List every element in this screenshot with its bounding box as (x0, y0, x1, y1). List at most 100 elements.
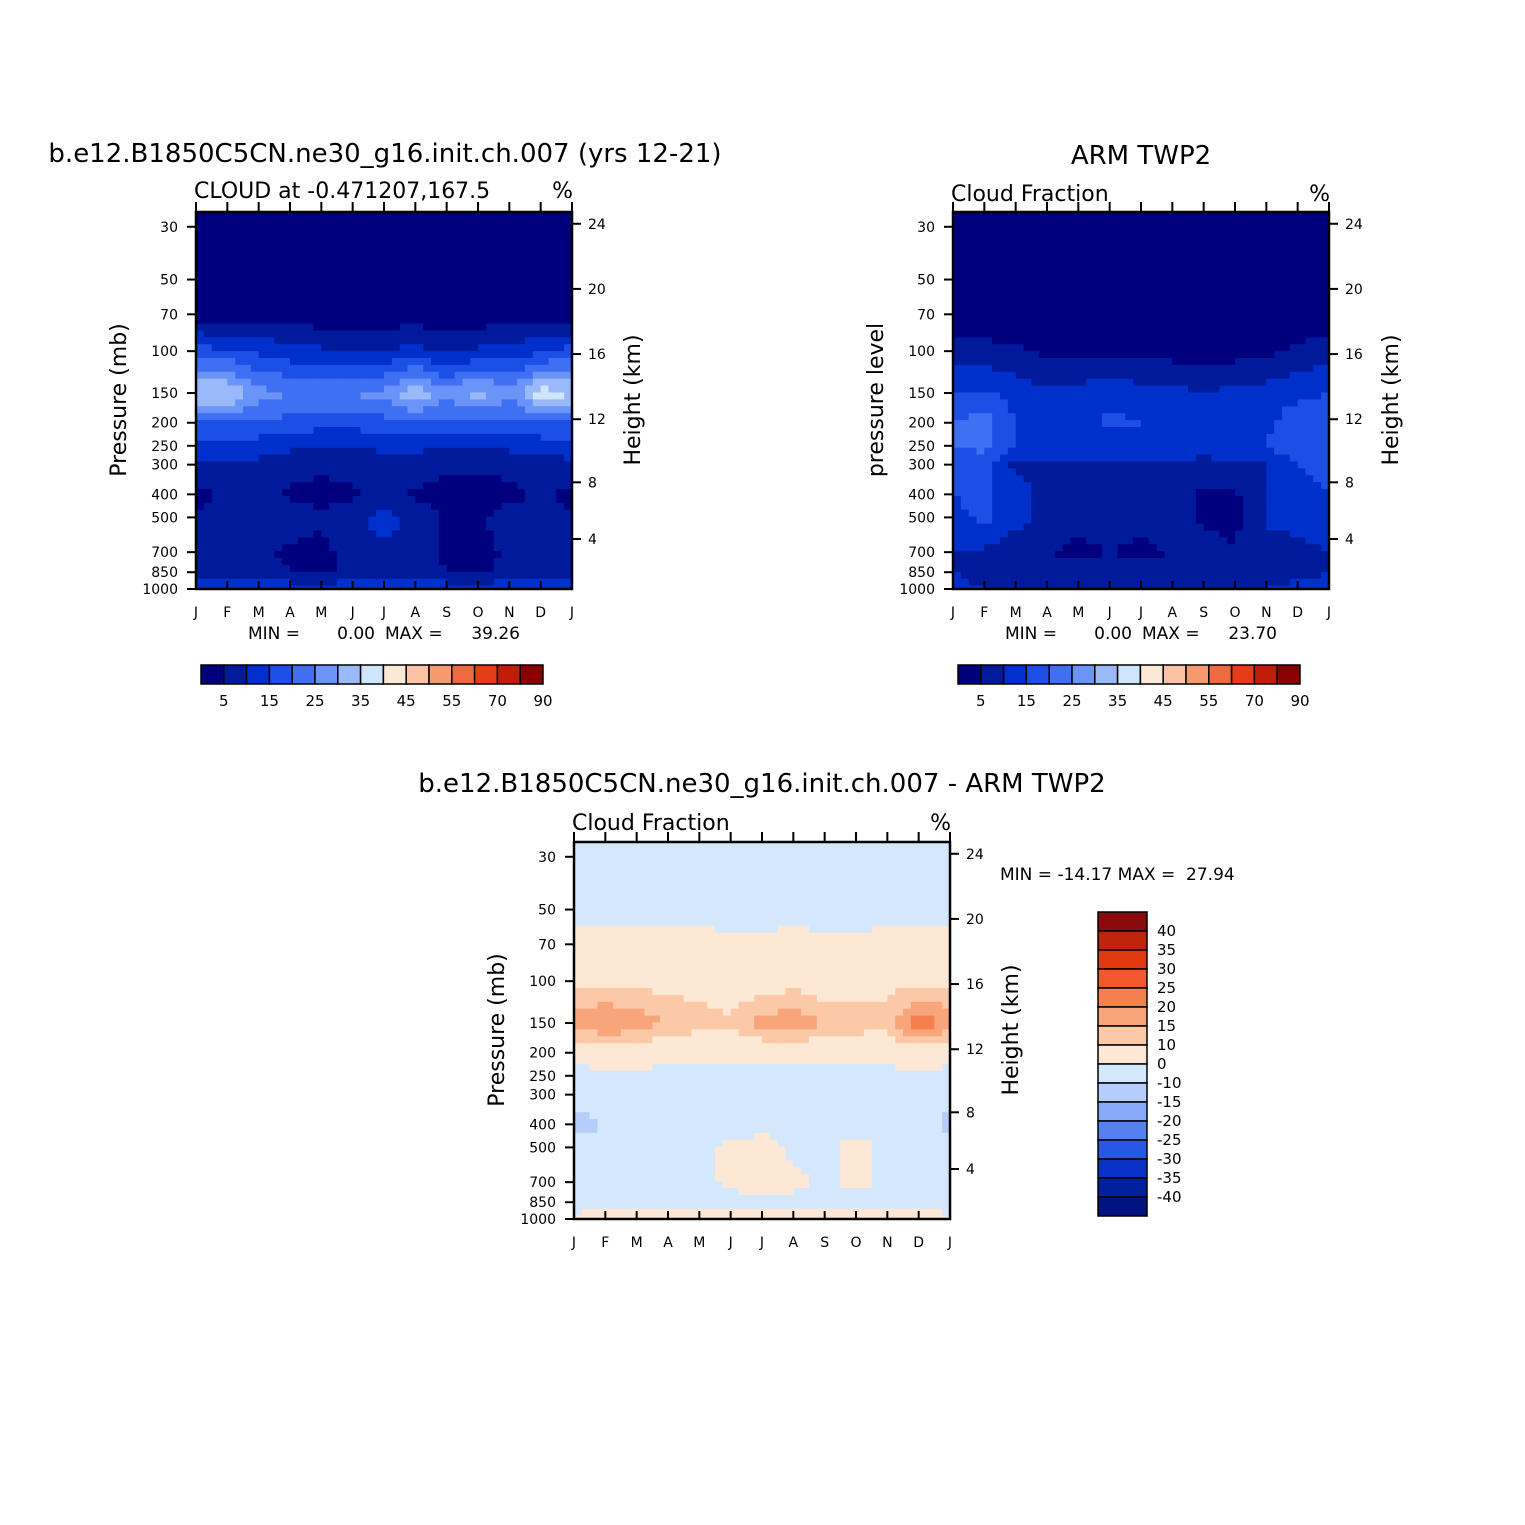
contour-cell (953, 426, 962, 434)
contour-cell (423, 226, 432, 234)
panel-b: ARM TWP2 Cloud Fraction % J F M A M J J A S O N D J3… (864, 141, 1404, 710)
contour-cell (290, 522, 299, 531)
contour-cell (438, 481, 448, 490)
contour-cell (1313, 481, 1322, 490)
contour-cell (1117, 357, 1126, 365)
contour-cell (1015, 509, 1025, 517)
contour-cell (415, 322, 424, 331)
contour-cell (1062, 364, 1072, 372)
contour-cell (305, 536, 315, 545)
contour-cell (1164, 460, 1173, 469)
contour-cell (1148, 536, 1158, 545)
contour-cell (407, 281, 416, 289)
contour-cell (1180, 495, 1189, 503)
contour-cell (509, 543, 518, 552)
contour-cell (485, 309, 495, 317)
contour-cell (391, 343, 401, 352)
contour-cell (1203, 488, 1213, 496)
contour-cell (415, 529, 424, 538)
contour-cell (1062, 419, 1072, 427)
contour-cell (305, 557, 315, 565)
contour-cell (1101, 391, 1111, 400)
contour-cell (1007, 440, 1017, 448)
contour-cell (1289, 495, 1299, 503)
contour-cell (305, 453, 315, 462)
contour-cell (250, 543, 260, 552)
contour-cell (211, 412, 221, 421)
contour-cell (1227, 419, 1236, 427)
contour-cell (235, 536, 244, 545)
contour-cell (266, 550, 275, 559)
contour-cell (1086, 336, 1095, 345)
y-tick-label-left: 400 (151, 487, 178, 503)
contour-cell (960, 364, 970, 372)
contour-cell (992, 412, 1001, 421)
contour-cell (243, 447, 252, 455)
contour-cell (1109, 522, 1119, 531)
contour-cell (290, 371, 299, 379)
contour-cell (1219, 322, 1228, 331)
contour-cell (509, 329, 518, 338)
contour-cell (1188, 405, 1197, 414)
contour-cell (556, 557, 565, 565)
contour-cell (337, 474, 346, 483)
contour-cell (1242, 426, 1252, 434)
contour-cell (391, 288, 401, 296)
contour-cell (1219, 440, 1228, 448)
contour-cell (1242, 481, 1252, 490)
contour-cell (407, 329, 416, 338)
contour-cell (438, 543, 448, 552)
contour-cell (1062, 467, 1072, 476)
contour-cell (977, 592, 985, 600)
contour-cell (250, 536, 260, 545)
contour-cell (532, 578, 542, 586)
contour-cell (501, 571, 510, 579)
contour-cell (274, 364, 283, 372)
contour-cell (219, 329, 228, 338)
contour-cell (1015, 495, 1025, 503)
contour-cell (313, 309, 322, 317)
contour-cell (548, 502, 557, 510)
contour-cell (384, 543, 393, 552)
contour-cell (556, 516, 565, 524)
contour-cell (391, 474, 401, 483)
contour-cell (391, 240, 401, 248)
contour-cell (564, 240, 572, 248)
contour-cell (352, 440, 362, 448)
contour-cell (556, 274, 565, 283)
contour-cell (1031, 378, 1040, 386)
contour-cell (1227, 571, 1236, 579)
contour-cell (1211, 467, 1220, 476)
contour-cell (1156, 378, 1166, 386)
contour-cell (470, 412, 479, 421)
contour-cell (493, 288, 503, 296)
contour-cell (368, 522, 377, 531)
contour-cell (1047, 350, 1056, 358)
contour-cell (1203, 419, 1213, 427)
contour-cell (337, 384, 346, 393)
contour-cell (968, 398, 978, 407)
contour-cell (992, 315, 1001, 324)
contour-cell (282, 253, 291, 262)
contour-cell (266, 212, 275, 220)
contour-cell (1109, 440, 1119, 448)
contour-cell (196, 529, 205, 538)
contour-cell (1141, 315, 1150, 324)
contour-cell (313, 488, 322, 496)
contour-cell (501, 488, 510, 496)
contour-cell (1101, 343, 1111, 352)
contour-cell (438, 440, 448, 448)
contour-cell (1250, 557, 1260, 565)
contour-cell (407, 288, 416, 296)
contour-cell (960, 309, 970, 317)
contour-cell (485, 391, 495, 400)
contour-cell (1266, 543, 1275, 552)
contour-cell (1195, 343, 1205, 352)
contour-cell (219, 398, 228, 407)
contour-cell (337, 253, 346, 262)
contour-cell (1086, 398, 1095, 407)
contour-cell (282, 474, 291, 483)
contour-cell (313, 495, 322, 503)
contour-cell (227, 495, 236, 503)
contour-cell (1039, 557, 1048, 565)
